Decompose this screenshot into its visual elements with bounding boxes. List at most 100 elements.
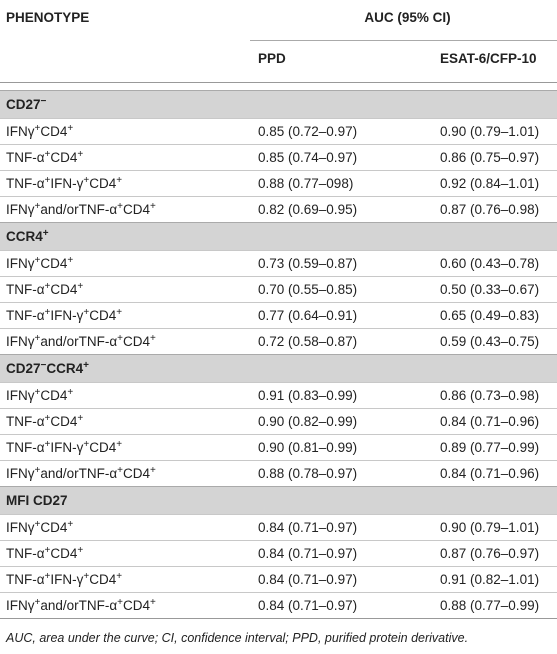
text-part: CD4 [89,572,117,587]
superscript: + [117,597,124,608]
superscript: + [150,201,156,212]
column-header: AUC (95% CI) [364,10,451,25]
superscript: + [44,281,51,292]
cell-value: 0.72 (0.58–0.87) [258,334,358,349]
text-part: CD4 [40,520,68,535]
text-part: CD27 [6,361,41,376]
text-part: TNF-α [6,440,45,455]
text-part: IFN-γ [50,176,84,191]
footnote: AUC, area under the curve; CI, confidenc… [6,631,469,645]
superscript: + [77,281,84,292]
cell-value: 0.70 (0.55–0.85) [258,282,358,297]
superscript: + [34,123,41,134]
superscript: + [34,333,41,344]
row-label: TNF-α+CD4+ [6,414,83,430]
row-label: IFNγ+CD4+ [6,256,73,272]
row-rule [0,250,557,251]
superscript: + [150,333,156,344]
cell-value: 0.91 (0.83–0.99) [258,388,358,403]
text-part: and/orTNF-α [40,334,118,349]
superscript: + [116,439,123,450]
row-rule [0,382,557,383]
text-part: CD4 [50,414,78,429]
superscript: + [34,201,41,212]
text-part: CD27 [6,97,41,112]
cell-value: 0.89 (0.77–0.99) [440,440,540,455]
row-label: TNF-α+IFN-γ+CD4+ [6,308,122,324]
superscript: + [116,307,123,318]
cell-value: 0.77 (0.64–0.91) [258,308,358,323]
row-label: IFNγ+CD4+ [6,124,73,140]
text-part: TNF-α [6,414,45,429]
text-part: and/orTNF-α [40,466,118,481]
group-title: CD27− [6,97,46,113]
text-part: CCR4 [6,229,43,244]
row-rule [0,118,557,119]
row-rule [0,486,557,487]
text-part: IFN-γ [50,572,84,587]
row-label: TNF-α+CD4+ [6,282,83,298]
cell-value: 0.90 (0.79–1.01) [440,124,540,139]
cell-value: 0.92 (0.84–1.01) [440,176,540,191]
superscript: + [44,175,51,186]
header-rule [250,40,557,41]
cell-value: 0.82 (0.69–0.95) [258,202,358,217]
superscript: + [117,333,124,344]
table-bottom-rule [0,618,557,619]
group-title: CCR4+ [6,229,49,245]
cell-value: 0.86 (0.73–0.98) [440,388,540,403]
row-label: IFNγ+and/orTNF-α+CD4+ [6,598,156,614]
cell-value: 0.84 (0.71–0.97) [258,520,358,535]
row-rule [0,170,557,171]
text-part: TNF-α [6,546,45,561]
cell-value: 0.85 (0.72–0.97) [258,124,358,139]
cell-value: 0.88 (0.77–0.99) [440,598,540,613]
group-band [0,222,557,250]
text-part: IFNγ [6,388,35,403]
cell-value: 0.60 (0.43–0.78) [440,256,540,271]
superscript: + [44,571,51,582]
superscript: + [150,465,156,476]
cell-value: 0.84 (0.71–0.96) [440,414,540,429]
column-header: ESAT-6/CFP-10 [440,51,537,66]
row-rule [0,144,557,145]
text-part: TNF-α [6,176,45,191]
row-rule [0,514,557,515]
text-part: CD4 [123,598,151,613]
row-rule [0,276,557,277]
text-part: CD4 [89,176,117,191]
cell-value: 0.84 (0.71–0.96) [440,466,540,481]
text-part: CD4 [40,256,68,271]
superscript: + [83,571,90,582]
text-part: IFN-γ [50,308,84,323]
cell-value: 0.86 (0.75–0.97) [440,150,540,165]
row-rule [0,434,557,435]
row-label: IFNγ+CD4+ [6,520,73,536]
cell-value: 0.50 (0.33–0.67) [440,282,540,297]
text-part: TNF-α [6,308,45,323]
row-rule [0,540,557,541]
superscript: + [83,307,90,318]
text-part: IFNγ [6,124,35,139]
text-part: CD4 [50,546,78,561]
text-part: CD4 [123,202,151,217]
text-part: CD4 [40,124,68,139]
text-part: TNF-α [6,150,45,165]
text-part: MFI CD27 [6,493,68,508]
text-part: IFNγ [6,466,35,481]
superscript: + [77,413,84,424]
group-title: CD27−CCR4+ [6,361,89,377]
row-label: TNF-α+IFN-γ+CD4+ [6,572,122,588]
cell-value: 0.84 (0.71–0.97) [258,598,358,613]
superscript: − [40,360,47,371]
cell-value: 0.85 (0.74–0.97) [258,150,358,165]
cell-value: 0.65 (0.49–0.83) [440,308,540,323]
superscript: + [34,255,41,266]
text-part: CD4 [89,440,117,455]
superscript: + [83,439,90,450]
group-band [0,90,557,118]
cell-value: 0.87 (0.76–0.98) [440,202,540,217]
superscript: + [83,360,89,371]
superscript: + [44,307,51,318]
text-part: IFNγ [6,256,35,271]
